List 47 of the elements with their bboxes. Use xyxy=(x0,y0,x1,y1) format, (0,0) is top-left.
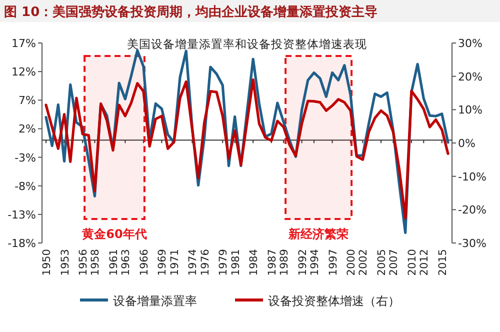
x-tick-label: 1953 xyxy=(59,249,72,276)
x-tick-label: 1989 xyxy=(278,249,291,276)
y2-tick-label: -20% xyxy=(458,204,486,217)
y-tick-label: -3% xyxy=(14,151,36,164)
x-tick-label: 1963 xyxy=(120,249,132,276)
legend-label: 设备投资整体增速（右） xyxy=(268,294,400,308)
chart-title: 图 10：美国强势设备投资周期，均由企业设备增量添置投资主导 xyxy=(4,4,378,20)
x-tick-label: 2007 xyxy=(388,249,400,276)
x-tick-label: 2015 xyxy=(436,249,449,276)
y2-tick-label: 0% xyxy=(458,137,476,150)
x-tick-label: 1981 xyxy=(230,249,242,276)
y-tick-label: 12% xyxy=(12,66,36,79)
x-tick-label: 1994 xyxy=(309,248,321,276)
x-tick-label: 2002 xyxy=(358,249,370,276)
x-tick-label: 2005 xyxy=(376,249,388,276)
y-tick-label: 2% xyxy=(18,122,36,136)
x-tick-label: 1966 xyxy=(138,248,150,276)
x-tick-label: 1992 xyxy=(296,249,309,276)
y2-tick-label: 10% xyxy=(458,104,482,117)
x-tick-label: 1956 xyxy=(78,248,90,276)
y2-tick-label: 20% xyxy=(458,70,482,84)
y-tick-label: -13% xyxy=(8,208,36,222)
y-tick-label: 17% xyxy=(12,37,36,50)
band-label: 黄金60年代 xyxy=(81,227,147,241)
x-tick-label: 1958 xyxy=(90,249,102,276)
legend-label: 设备增量添置率 xyxy=(113,294,197,308)
y2-tick-label: 30% xyxy=(458,37,482,50)
x-tick-label: 1979 xyxy=(218,249,230,276)
x-tick-label: 1974 xyxy=(187,248,200,276)
y2-tick-label: -30% xyxy=(458,237,486,250)
y-tick-label: -8% xyxy=(14,180,36,193)
x-tick-label: 1950 xyxy=(41,249,53,276)
x-tick-label: 1997 xyxy=(327,249,340,276)
y-tick-label: -18% xyxy=(8,237,36,250)
x-tick-label: 1984 xyxy=(248,248,260,276)
x-tick-label: 1976 xyxy=(199,248,212,276)
band-label: 新经济繁荣 xyxy=(288,227,349,241)
x-tick-label: 2000 xyxy=(346,249,358,276)
x-tick-label: 1961 xyxy=(108,249,120,276)
x-tick-label: 2010 xyxy=(406,249,418,276)
chart-subtitle: 美国设备增量添置率和设备投资整体增速表现 xyxy=(127,37,367,51)
x-tick-label: 1969 xyxy=(156,249,169,276)
x-tick-label: 1971 xyxy=(168,249,181,276)
x-tick-label: 2012 xyxy=(418,249,431,276)
x-tick-label: 1987 xyxy=(266,249,278,276)
y-tick-label: 7% xyxy=(18,94,36,108)
y2-tick-label: -10% xyxy=(458,170,486,184)
